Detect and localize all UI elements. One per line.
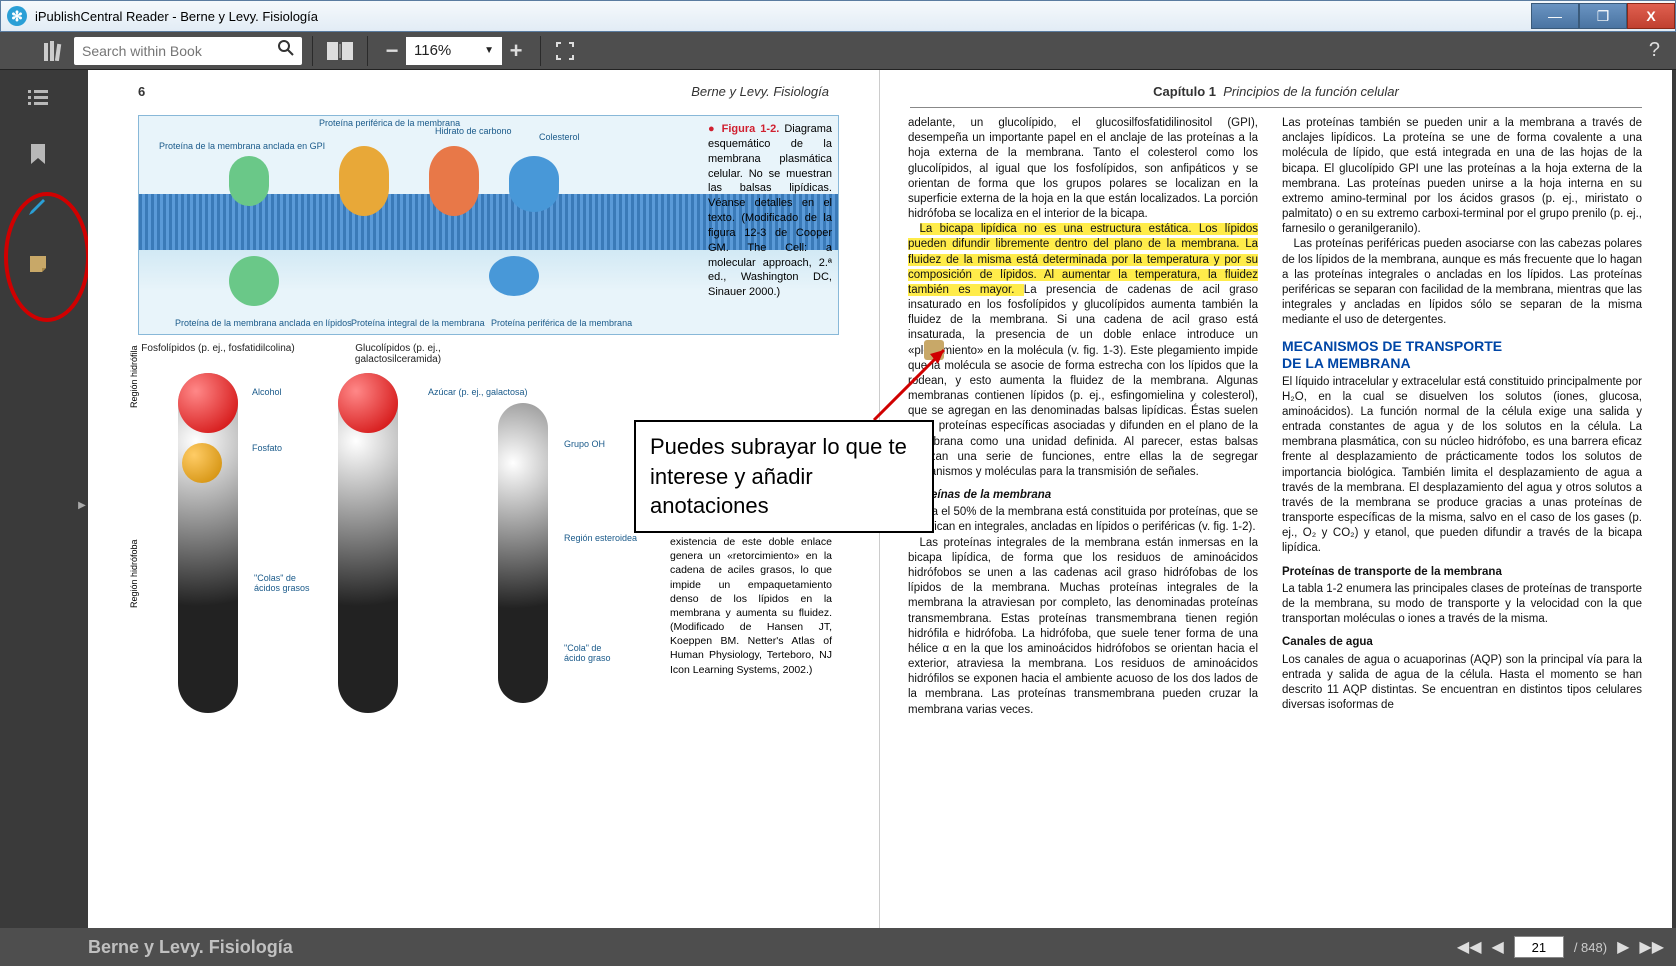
close-button[interactable]: X [1627,3,1675,29]
prev-page-button[interactable]: ◀ [1492,937,1504,957]
app-icon: ✻ [7,6,27,26]
first-page-button[interactable]: ◀◀ [1457,937,1482,957]
left-sidebar [0,70,76,928]
running-head: Berne y Levy. Fisiología [691,84,829,99]
page-viewport: 6 Berne y Levy. Fisiología Proteína de l… [88,70,1672,928]
note-icon[interactable] [0,238,76,294]
page-number-input[interactable] [1514,936,1564,958]
next-page-button[interactable]: ▶ [1617,937,1629,957]
library-icon[interactable] [40,36,70,66]
status-bar: Berne y Levy. Fisiología ◀◀ ◀ / 848) ▶ ▶… [0,928,1676,966]
last-page-button[interactable]: ▶▶ [1639,937,1664,957]
zoom-in-button[interactable]: + [502,37,530,65]
help-icon[interactable]: ? [1649,39,1660,62]
zoom-out-button[interactable]: − [378,37,406,65]
status-book-title: Berne y Levy. Fisiología [88,937,293,958]
text-column-a: adelante, un glucolípido, el glucosilfos… [908,116,1258,918]
page-nav-controls: ◀◀ ◀ / 848) ▶ ▶▶ [1457,936,1664,958]
zoom-value: 116% [414,42,451,59]
window-controls: — ❐ X [1531,3,1675,29]
sidebar-expander[interactable]: ▶ [76,483,88,527]
figure-caption: ● Figura 1-2. Diagrama esquemático de la… [708,122,832,300]
page-number: 6 [138,84,145,99]
maximize-button[interactable]: ❐ [1579,3,1627,29]
bookmark-icon[interactable] [0,126,76,182]
toc-icon[interactable] [0,70,76,126]
zoom-level-display[interactable]: 116% ▼ [406,37,502,65]
text-column-b: Las proteínas también se pueden unir a l… [1282,116,1642,918]
search-box[interactable] [74,37,302,65]
minimize-button[interactable]: — [1531,3,1579,29]
window-titlebar: ✻ iPublishCentral Reader - Berne y Levy.… [0,0,1676,32]
fullscreen-button[interactable] [551,37,579,65]
highlight-icon[interactable] [0,182,76,238]
window-title: iPublishCentral Reader - Berne y Levy. F… [35,9,318,24]
search-icon[interactable] [278,40,294,61]
search-input[interactable] [82,43,274,59]
annotation-callout: Puedes subrayar lo que te interese y aña… [634,420,934,533]
zoom-dropdown-icon[interactable]: ▼ [484,45,494,56]
main-toolbar: − 116% ▼ + ? [0,32,1676,70]
right-page: Capítulo 1 Principios de la función celu… [880,70,1672,928]
note-marker[interactable] [924,340,944,360]
page-view-toggle[interactable] [323,37,357,65]
page-total-label: / 848) [1574,940,1607,955]
